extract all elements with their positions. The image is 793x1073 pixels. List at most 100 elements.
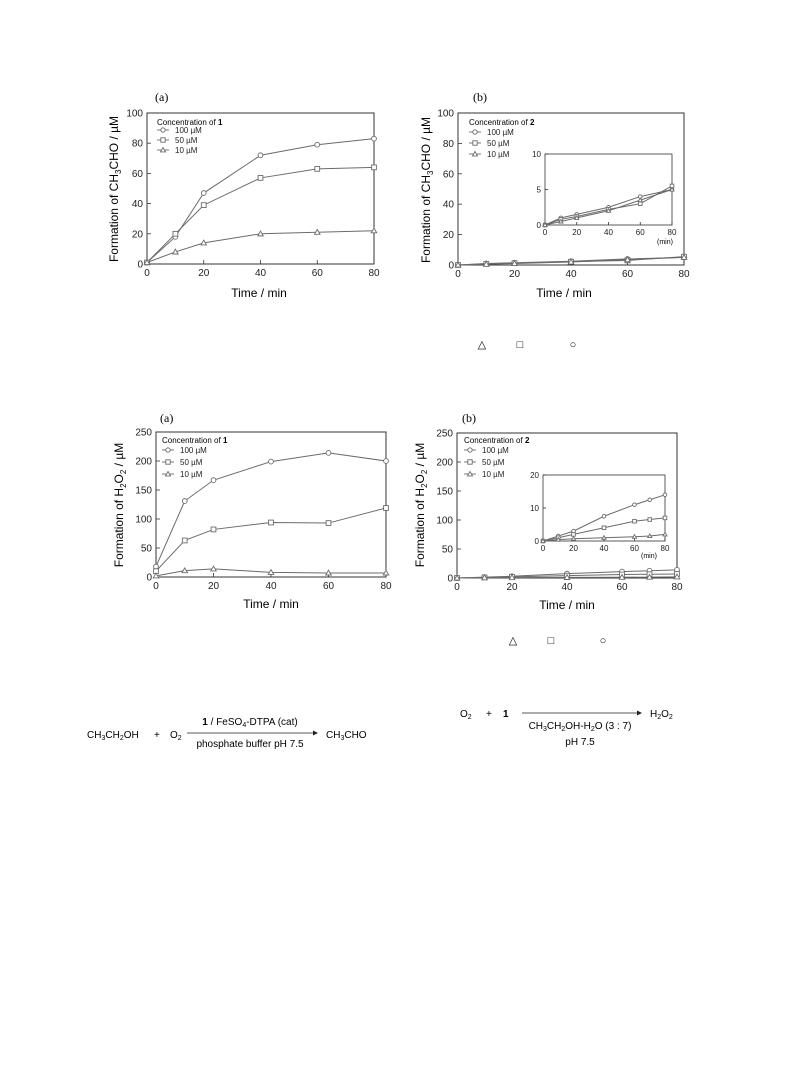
reaction-arrow-head bbox=[637, 710, 642, 716]
legend-marker-square bbox=[467, 459, 473, 465]
x-tick-label: 80 bbox=[661, 544, 670, 553]
chart-acetaldehyde-compound-1: (a) 0 20 40 60 80 0 20 40 60 80 100 Time / min For… bbox=[107, 90, 380, 300]
data-point-square bbox=[268, 519, 274, 526]
legend-entry-label: 10 µM bbox=[175, 146, 198, 155]
x-tick-label: 40 bbox=[600, 544, 609, 553]
legend-entry-label: 50 µM bbox=[482, 458, 505, 467]
y-tick-label: 100 bbox=[437, 109, 454, 120]
x-tick-label: 20 bbox=[569, 544, 578, 553]
data-point-circle bbox=[200, 190, 207, 196]
data-point-triangle bbox=[631, 533, 638, 539]
inset-plot: 0 20 40 60 80 0 10 20 (min) bbox=[530, 471, 670, 560]
legend-entry-label: 50 µM bbox=[175, 136, 198, 145]
data-point-triangle bbox=[480, 574, 489, 581]
data-point-triangle bbox=[669, 186, 675, 192]
legend-title: Concentration of 1 bbox=[162, 436, 228, 445]
data-point-triangle bbox=[510, 259, 519, 266]
y-axis-label: Formation of CH3CHO / µM bbox=[107, 116, 123, 262]
data-point-square bbox=[571, 532, 576, 537]
data-point-triangle bbox=[555, 536, 562, 542]
data-point-circle bbox=[153, 563, 159, 570]
x-tick-label: 40 bbox=[265, 581, 277, 592]
y-tick-label: 60 bbox=[443, 169, 455, 180]
inset-unit-label: (min) bbox=[657, 239, 673, 246]
data-point-circle bbox=[632, 502, 637, 507]
legend-marker-square bbox=[472, 140, 478, 146]
arrow-condition-ph: pH 7.5 bbox=[565, 737, 595, 748]
data-point-circle bbox=[257, 152, 264, 159]
y-tick-label: 10 bbox=[530, 504, 539, 513]
inset-area: 0 20 40 60 80 0 10 20 bbox=[530, 471, 670, 553]
reactant-compound-1: 1 bbox=[503, 709, 509, 720]
data-point-triangle bbox=[482, 260, 490, 267]
x-tick-label: 20 bbox=[506, 582, 518, 593]
x-tick-label: 60 bbox=[636, 228, 645, 237]
x-tick-label: 0 bbox=[543, 228, 548, 237]
data-point-triangle bbox=[209, 565, 218, 572]
data-point-square bbox=[325, 520, 332, 526]
legend-marker-circle bbox=[472, 129, 478, 135]
legend-marker-triangle bbox=[471, 150, 479, 157]
data-point-triangle bbox=[200, 239, 208, 246]
legend-entry-label: 10 µM bbox=[487, 150, 510, 159]
x-tick-label: 60 bbox=[622, 269, 634, 280]
data-point-square bbox=[210, 526, 217, 533]
data-point-triangle bbox=[563, 573, 571, 580]
legend-entry-label: 100 µM bbox=[487, 128, 514, 137]
reaction-equation-left: CH3CH2OH + O2 1 / FeSO4-DTPA (cat) phosp… bbox=[87, 717, 367, 750]
y-tick-label: 5 bbox=[537, 185, 542, 194]
x-tick-label: 40 bbox=[561, 582, 573, 593]
y-tick-label: 150 bbox=[436, 487, 453, 498]
series-line-square bbox=[146, 166, 375, 263]
legend-marker-square bbox=[165, 459, 171, 465]
reactant-oxygen: O2 bbox=[460, 709, 472, 721]
data-point-triangle bbox=[540, 538, 546, 544]
x-tick-label: 40 bbox=[565, 269, 577, 280]
data-point-triangle bbox=[267, 568, 275, 575]
data-point-square bbox=[647, 517, 653, 522]
data-point-triangle bbox=[324, 569, 333, 576]
data-point-triangle bbox=[313, 228, 321, 235]
data-point-square bbox=[601, 525, 607, 531]
x-tick-label: 0 bbox=[455, 269, 461, 280]
x-tick-label: 80 bbox=[671, 582, 683, 593]
data-point-triangle bbox=[567, 258, 575, 265]
x-tick-label: 80 bbox=[380, 581, 392, 592]
data-point-triangle bbox=[623, 256, 632, 263]
y-tick-label: 40 bbox=[132, 199, 144, 210]
y-tick-label: 20 bbox=[132, 229, 144, 240]
data-point-triangle bbox=[453, 574, 461, 581]
y-tick-label: 250 bbox=[436, 429, 453, 440]
data-point-triangle bbox=[152, 572, 160, 579]
legend-entry-label: 100 µM bbox=[175, 126, 202, 135]
data-point-triangle bbox=[618, 573, 626, 580]
x-tick-label: 80 bbox=[368, 268, 380, 279]
data-point-circle bbox=[181, 498, 188, 504]
legend-marker-circle bbox=[467, 447, 473, 453]
x-tick-label: 80 bbox=[678, 269, 690, 280]
legend-marker-square bbox=[160, 137, 166, 143]
data-point-triangle bbox=[171, 248, 179, 255]
x-axis-label: Time / min bbox=[243, 597, 299, 611]
reaction-equation-right: O2 + 1 CH3CH2OH-H2O (3 : 7) pH 7.5 H2O2 bbox=[460, 709, 673, 748]
legend-title: Concentration of 1 bbox=[157, 118, 223, 127]
x-axis-label: Time / min bbox=[231, 286, 287, 300]
x-tick-label: 60 bbox=[323, 581, 335, 592]
data-point-square bbox=[662, 515, 668, 521]
x-axis-label: Time / min bbox=[539, 598, 595, 612]
y-tick-label: 100 bbox=[126, 109, 143, 120]
legend-marker-circle bbox=[165, 447, 171, 453]
circle-symbol: ○ bbox=[570, 339, 577, 351]
y-tick-label: 0 bbox=[146, 573, 152, 584]
x-tick-label: 20 bbox=[572, 228, 581, 237]
reactant-ethanol: CH3CH2OH bbox=[87, 730, 139, 742]
x-axis-label: Time / min bbox=[536, 286, 592, 300]
y-tick-label: 50 bbox=[442, 545, 454, 556]
